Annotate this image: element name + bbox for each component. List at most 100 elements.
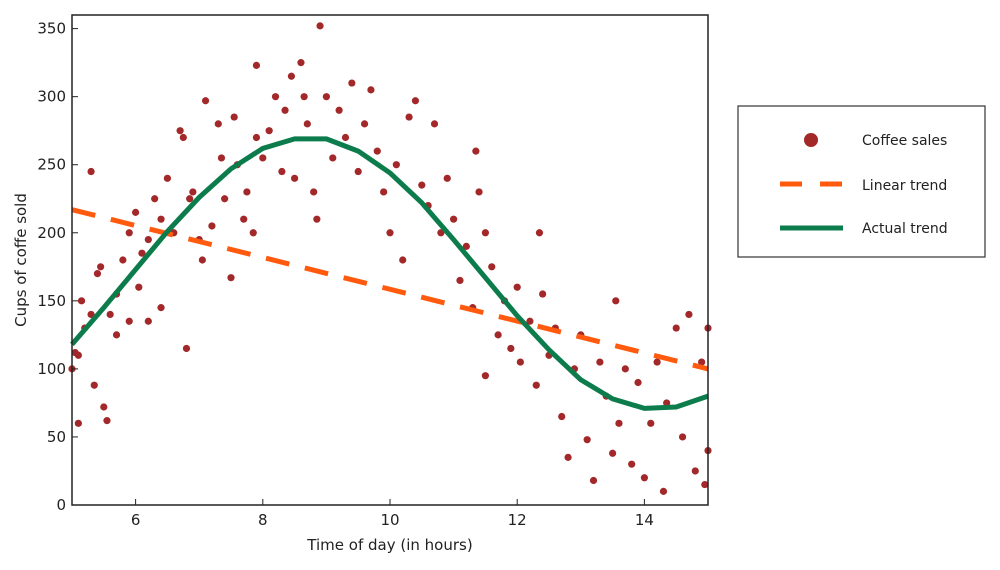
x-tick-label: 12 [508,511,527,529]
scatter-point [360,120,369,128]
scatter-point [281,106,289,114]
scatter-point [97,263,105,271]
scatter-point [341,133,350,142]
scatter-point [535,229,544,237]
y-tick-label: 50 [47,428,66,446]
scatter-point [628,460,636,468]
y-axis-label: Cups of coffe sold [12,193,30,327]
scatter-point [386,229,394,237]
scatter-point [405,113,413,121]
scatter-point [475,188,483,196]
scatter-point [481,372,489,380]
legend: Coffee sales Linear trend Actual trend [737,105,986,258]
scatter-point [313,215,321,223]
scatter-point [647,419,655,427]
scatter-point [93,270,102,278]
scatter-point [77,297,86,305]
legend-label-linear-trend: Linear trend [862,178,947,194]
scatter-point [513,283,521,291]
scatter-point [297,59,305,67]
scatter-point [259,154,267,162]
scatter-point [291,174,299,182]
scatter-point [348,79,356,87]
scatter-point [701,480,709,489]
y-tick-label: 350 [37,20,66,38]
scatter-point [354,167,362,176]
legend-label-actual-trend: Actual trend [862,221,948,237]
scatter-point [287,72,296,80]
scatter-point [583,436,591,444]
scatter-point [106,310,114,319]
scatter-point [437,229,445,237]
scatter-point [189,188,197,196]
scatter-point [278,167,286,176]
scatter-point [516,358,524,366]
scatter-point [249,229,257,237]
scatter-point [198,256,206,264]
y-tick-label: 300 [37,88,66,106]
scatter-point [230,113,238,121]
scatter-point [252,133,261,142]
scatter-point [316,22,324,30]
scatter-point [151,195,159,203]
scatter-point [144,317,152,325]
y-tick-label: 0 [56,496,66,514]
scatter-point [214,120,222,128]
scatter-point [303,120,311,128]
scatter-point [481,229,489,237]
scatter-point [380,188,388,196]
scatter-point [163,174,171,182]
scatter-point [74,351,82,359]
scatter-point [596,358,604,366]
scatter-point [100,403,108,411]
scatter-point [252,61,261,69]
y-tick-label: 100 [37,360,66,378]
scatter-point [179,133,187,142]
scatter-point [399,256,407,264]
scatter-point [373,147,381,155]
scatter-point [144,235,152,244]
scatter-point [367,86,375,94]
legend-marker-coffee-sales [804,133,818,147]
scatter-point [240,215,248,223]
scatter-point [322,93,330,101]
scatter-point [640,474,649,482]
y-tick-label: 200 [37,224,66,242]
scatter-point [621,365,629,373]
scatter-point [609,449,617,457]
scatter-point [138,249,146,257]
scatter-point [265,127,273,135]
scatter-point [103,417,111,425]
y-axis: 0 50 100 150 200 250 300 350 [37,20,78,514]
scatter-point [300,93,308,101]
scatter-point [472,147,480,155]
scatter-point [691,467,699,475]
plot-frame [71,14,709,506]
scatter-point [612,297,620,305]
legend-box [737,105,986,258]
y-tick-label: 250 [37,156,66,174]
scatter-point [90,381,98,389]
scatter-point [135,283,143,291]
scatter-point [653,358,661,366]
actual-trend-line [70,136,709,411]
scatter-point [125,317,133,325]
scatter-point [157,304,165,312]
legend-label-coffee-sales: Coffee sales [862,133,947,149]
scatter-point [217,154,226,162]
scatter-point [112,331,121,339]
scatter-point [87,167,95,176]
scatter-point [87,310,95,319]
x-tick-label: 14 [635,511,654,529]
scatter-point [310,188,318,196]
scatter-point [74,419,82,427]
scatter-point [132,208,140,216]
scatter-point [659,487,668,495]
x-axis-label: Time of day (in hours) [306,536,472,554]
scatter-point [539,290,547,298]
x-tick-label: 6 [131,511,141,529]
scatter-point [335,106,343,114]
scatter-point [221,195,229,203]
x-tick-label: 10 [380,511,399,529]
scatter-point [685,310,693,319]
